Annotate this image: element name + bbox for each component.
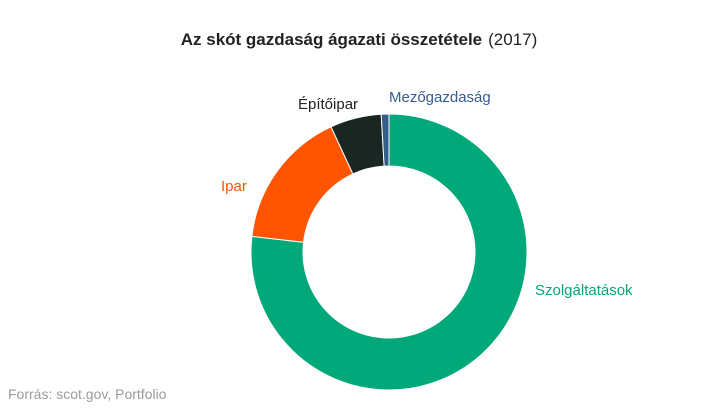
slice-labels: Szolgáltatások Ipar Építőipar Mezőgazdaság	[221, 89, 633, 299]
chart-subtitle: (2017)	[488, 30, 538, 49]
slice-label-1: Ipar	[221, 178, 247, 195]
source-note: Forrás: scot.gov, Portfolio	[8, 386, 167, 402]
chart-title-main: Az skót gazdaság ágazati összetétele	[180, 30, 483, 49]
donut-slice-3	[380, 113, 390, 167]
slice-label-0: Szolgáltatások	[535, 282, 633, 299]
chart-title: Az skót gazdaság ágazati összetétele (201…	[0, 30, 718, 50]
donut-slice-1	[251, 126, 354, 243]
donut-slice-0	[250, 113, 528, 391]
slice-label-2: Építőipar	[298, 96, 358, 113]
donut-slices	[250, 113, 528, 391]
slice-label-3: Mezőgazdaság	[389, 89, 491, 106]
